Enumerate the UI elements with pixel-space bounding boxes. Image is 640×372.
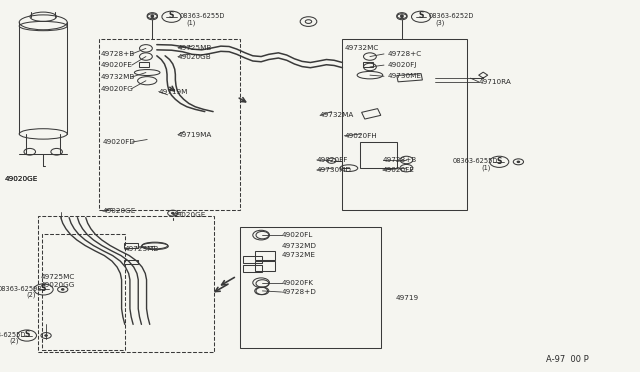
Text: 49719: 49719	[396, 295, 419, 301]
Text: 08363-6255D: 08363-6255D	[0, 332, 26, 338]
Circle shape	[151, 16, 154, 17]
Text: 49728+C: 49728+C	[387, 51, 422, 57]
Bar	[139, 62, 149, 67]
Bar	[99, 39, 240, 210]
Text: 49732ME: 49732ME	[282, 252, 316, 258]
Bar	[255, 261, 275, 271]
Bar	[240, 227, 381, 348]
Bar	[243, 256, 262, 263]
Bar	[124, 243, 138, 248]
Text: 49020GE: 49020GE	[102, 208, 136, 214]
Text: (2): (2)	[26, 292, 35, 298]
Text: 49732MB: 49732MB	[101, 74, 136, 80]
Bar	[42, 234, 125, 350]
Circle shape	[517, 161, 520, 163]
Text: 49020FL: 49020FL	[282, 232, 313, 238]
Text: 49725MC: 49725MC	[40, 274, 75, 280]
Text: S: S	[41, 284, 46, 293]
Text: 49725MB: 49725MB	[178, 45, 212, 51]
Text: 08363-62598: 08363-62598	[0, 286, 42, 292]
Circle shape	[401, 15, 403, 16]
Text: 08363-6255D: 08363-6255D	[452, 158, 498, 164]
Text: 49020FG: 49020FG	[101, 86, 134, 92]
Text: (3): (3)	[436, 19, 445, 26]
Text: 49020FJ: 49020FJ	[387, 62, 417, 68]
Text: 49730MD: 49730MD	[317, 167, 352, 173]
Text: 49020FH: 49020FH	[344, 133, 377, 139]
Text: (1): (1)	[482, 164, 491, 171]
Bar	[363, 62, 373, 67]
Text: 49732MC: 49732MC	[344, 45, 379, 51]
Bar	[243, 265, 262, 272]
Text: 49020FK: 49020FK	[282, 280, 314, 286]
Text: 49020FF: 49020FF	[317, 157, 348, 163]
Circle shape	[401, 16, 403, 17]
Text: 49020GE: 49020GE	[5, 176, 38, 182]
Text: 49020FD: 49020FD	[102, 139, 135, 145]
Text: 49020FE: 49020FE	[101, 62, 133, 68]
Text: 49732MD: 49732MD	[282, 243, 317, 248]
Text: (2): (2)	[10, 338, 19, 344]
Text: 49020GB: 49020GB	[178, 54, 212, 60]
Text: 08363-6255D: 08363-6255D	[179, 13, 225, 19]
Text: 49020GE: 49020GE	[5, 176, 38, 182]
Text: S: S	[24, 330, 29, 339]
Text: 49719MA: 49719MA	[178, 132, 212, 138]
Text: 49728+B: 49728+B	[383, 157, 417, 163]
Text: 49020GE: 49020GE	[173, 212, 206, 218]
Bar	[255, 251, 275, 260]
Text: 08363-6252D: 08363-6252D	[429, 13, 474, 19]
Text: 49728+B: 49728+B	[101, 51, 136, 57]
Text: 49723MB: 49723MB	[125, 246, 159, 252]
Circle shape	[61, 289, 64, 290]
Text: 49020GG: 49020GG	[40, 282, 75, 288]
Bar	[124, 260, 138, 264]
Text: A-97  00 P: A-97 00 P	[546, 355, 589, 364]
Text: 49728+D: 49728+D	[282, 289, 316, 295]
Text: S: S	[169, 12, 174, 20]
Text: 49020FE: 49020FE	[383, 167, 415, 173]
Text: S: S	[419, 12, 424, 20]
Bar	[342, 39, 467, 210]
Circle shape	[172, 212, 174, 214]
Text: 49719M: 49719M	[159, 89, 188, 94]
Text: 49710RA: 49710RA	[479, 79, 511, 85]
Bar	[360, 142, 397, 168]
Text: (1): (1)	[186, 19, 195, 26]
Text: 49730ME: 49730ME	[387, 73, 421, 79]
Text: 49732MA: 49732MA	[320, 112, 355, 118]
Circle shape	[45, 335, 47, 336]
Text: S: S	[497, 157, 502, 166]
Circle shape	[151, 15, 154, 16]
Bar	[38, 216, 214, 352]
